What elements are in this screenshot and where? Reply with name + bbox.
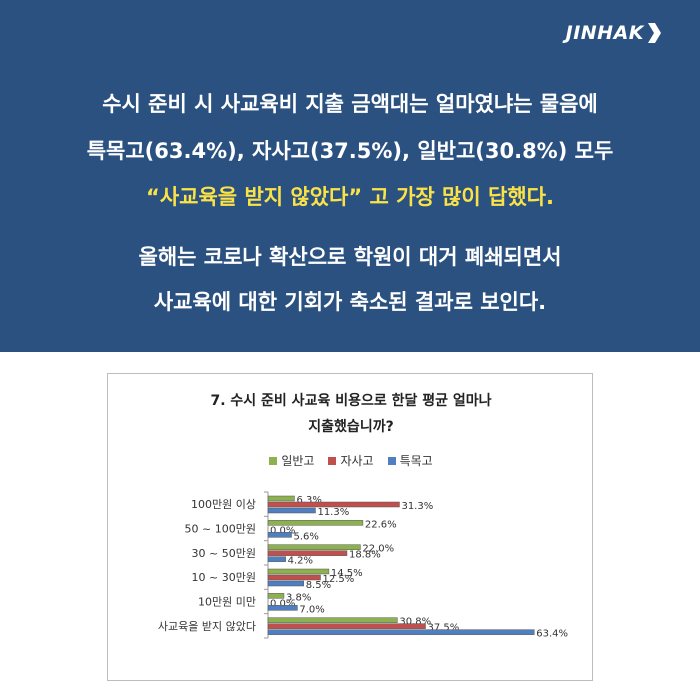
category-label: 10 ~ 30만원 (192, 571, 256, 584)
data-label: 18.8% (349, 550, 381, 561)
brand-logo: JINHAK (566, 22, 662, 44)
legend-label-special: 특목고 (399, 454, 433, 468)
survey-chart: 7. 수시 준비 사교육 비용으로 한달 평균 얼마나 지출했습니까? 일반고 … (107, 373, 593, 681)
data-label: 0.0% (270, 598, 295, 609)
data-label: 14.5% (331, 568, 363, 579)
bar-special (267, 605, 298, 611)
data-label: 63.4% (536, 629, 568, 640)
bar-autonomous (267, 574, 321, 581)
data-label: 5.6% (294, 531, 319, 542)
legend-label-general: 일반고 (281, 454, 315, 468)
data-label: 22.6% (365, 519, 397, 530)
category-label: 30 ~ 50만원 (192, 547, 256, 560)
legend-label-autonomous: 자사고 (340, 454, 374, 468)
legend-item-autonomous: 자사고 (328, 452, 374, 469)
data-label: 4.2% (288, 556, 313, 567)
bar-general (267, 617, 398, 623)
data-label: 37.5% (428, 623, 460, 634)
data-label: 11.3% (317, 507, 349, 518)
headline-line-3: “사교육을 받지 않았다” 고 가장 많이 답했다. (146, 185, 554, 209)
bar-general (267, 495, 295, 502)
legend-swatch-special (387, 456, 396, 465)
bar-general (267, 568, 330, 575)
data-label: 3.8% (286, 592, 311, 603)
data-label: 31.3% (401, 501, 433, 512)
legend-item-special: 특목고 (387, 452, 433, 469)
chart-legend: 일반고 자사고 특목고 (108, 452, 594, 469)
data-label: 8.5% (306, 580, 331, 591)
headline-line-2: 특목고(63.4%), 자사고(37.5%), 일반고(30.8%) 모두 (86, 139, 614, 163)
data-label: 30.8% (399, 617, 431, 628)
data-label: 12.5% (323, 574, 355, 585)
data-label: 7.0% (299, 604, 324, 615)
chart-title-line-2: 지출했습니까? (308, 419, 394, 435)
legend-item-general: 일반고 (269, 452, 314, 469)
bar-special (267, 532, 292, 538)
category-label: 사교육을 받지 않았다 (158, 620, 256, 633)
data-label: 0.0% (270, 525, 295, 536)
category-label: 50 ~ 100만원 (185, 523, 256, 536)
chevron-right-icon (648, 23, 661, 43)
category-label: 10만원 미만 (198, 596, 256, 609)
header-banner: JINHAK 수시 준비 시 사교육비 지출 금액대는 얼마였냐는 물음에 특목… (0, 0, 700, 352)
bar-autonomous (267, 550, 348, 556)
headline-line-5: 사교육에 대한 기회가 축소된 결과로 보인다. (153, 290, 547, 314)
bar-general (267, 593, 285, 599)
bar-autonomous (267, 501, 400, 508)
brand-logo-text: JINHAK (565, 22, 644, 44)
bar-special (267, 507, 316, 514)
legend-swatch-general (269, 456, 278, 465)
bar-general (267, 544, 361, 550)
bar-special (267, 629, 535, 635)
chart-title-line-1: 7. 수시 준비 사교육 비용으로 한달 평균 얼마나 (210, 393, 492, 409)
legend-swatch-autonomous (328, 456, 337, 465)
data-label: 22.0% (362, 544, 394, 555)
category-label: 100만원 이상 (191, 498, 256, 511)
bar-special (267, 580, 304, 587)
chart-plot-area: 100만원 이상 6.3% 31.3% 11.3% 50 ~ 100만원 22.6% 0.0… (158, 491, 568, 640)
bar-special (267, 556, 286, 562)
data-label: 6.3% (296, 495, 321, 506)
bar-autonomous (267, 623, 426, 629)
headline-line-1: 수시 준비 시 사교육비 지출 금액대는 얼마였냐는 물음에 (102, 92, 598, 116)
bar-general (267, 520, 364, 526)
headline-line-4: 올해는 코로나 확산으로 학원이 대거 폐쇄되면서 (138, 245, 562, 269)
